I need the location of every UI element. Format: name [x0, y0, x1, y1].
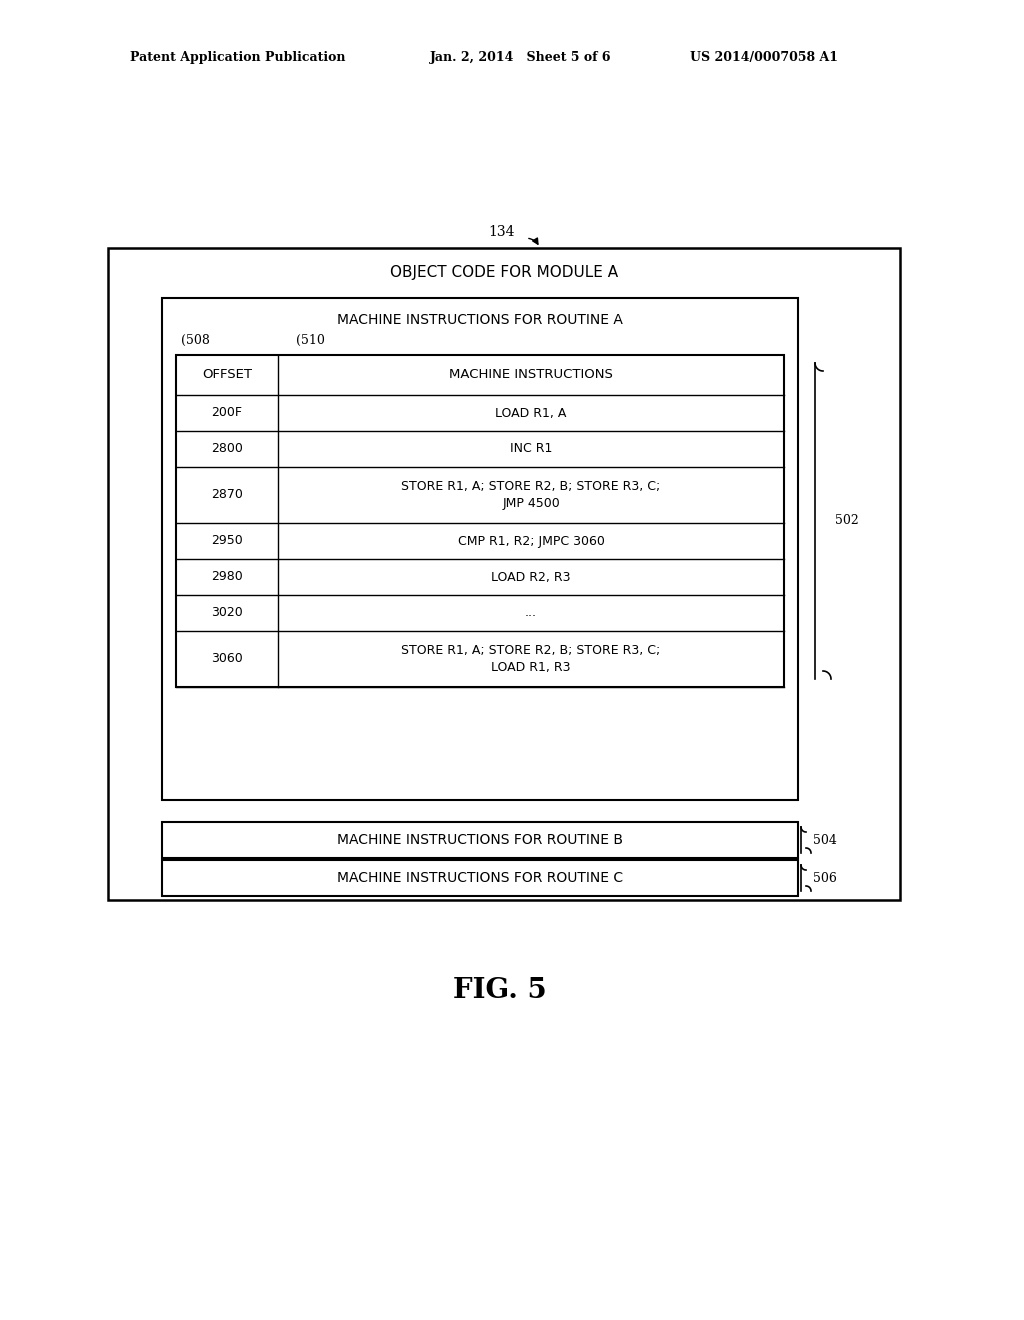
Text: MACHINE INSTRUCTIONS FOR ROUTINE A: MACHINE INSTRUCTIONS FOR ROUTINE A — [337, 313, 623, 327]
Text: MACHINE INSTRUCTIONS FOR ROUTINE C: MACHINE INSTRUCTIONS FOR ROUTINE C — [337, 871, 623, 884]
Text: OBJECT CODE FOR MODULE A: OBJECT CODE FOR MODULE A — [390, 264, 618, 280]
Text: 134: 134 — [488, 224, 515, 239]
Text: Patent Application Publication: Patent Application Publication — [130, 51, 345, 65]
Bar — [176, 355, 784, 686]
Text: 3060: 3060 — [211, 652, 243, 665]
Text: ...: ... — [525, 606, 537, 619]
Text: STORE R1, A; STORE R2, B; STORE R3, C;
JMP 4500: STORE R1, A; STORE R2, B; STORE R3, C; J… — [401, 480, 660, 510]
Text: 2950: 2950 — [211, 535, 243, 548]
Text: Jan. 2, 2014   Sheet 5 of 6: Jan. 2, 2014 Sheet 5 of 6 — [430, 51, 611, 65]
Text: 504: 504 — [813, 833, 837, 846]
Bar — [162, 298, 798, 800]
Text: (510: (510 — [296, 334, 325, 346]
Text: FIG. 5: FIG. 5 — [454, 977, 547, 1003]
Text: 502: 502 — [835, 515, 859, 528]
Text: US 2014/0007058 A1: US 2014/0007058 A1 — [690, 51, 838, 65]
Text: CMP R1, R2; JMPC 3060: CMP R1, R2; JMPC 3060 — [458, 535, 604, 548]
Text: LOAD R2, R3: LOAD R2, R3 — [492, 570, 570, 583]
Bar — [162, 861, 798, 896]
Text: 2980: 2980 — [211, 570, 243, 583]
Text: 3020: 3020 — [211, 606, 243, 619]
Bar — [162, 822, 798, 858]
Text: 506: 506 — [813, 871, 837, 884]
Text: 2800: 2800 — [211, 442, 243, 455]
Text: (508: (508 — [181, 334, 210, 346]
Text: STORE R1, A; STORE R2, B; STORE R3, C;
LOAD R1, R3: STORE R1, A; STORE R2, B; STORE R3, C; L… — [401, 644, 660, 675]
Text: LOAD R1, A: LOAD R1, A — [496, 407, 566, 420]
Text: OFFSET: OFFSET — [202, 368, 252, 381]
Bar — [108, 248, 900, 900]
Text: MACHINE INSTRUCTIONS FOR ROUTINE B: MACHINE INSTRUCTIONS FOR ROUTINE B — [337, 833, 623, 847]
Text: 2870: 2870 — [211, 488, 243, 502]
Text: INC R1: INC R1 — [510, 442, 552, 455]
Text: MACHINE INSTRUCTIONS: MACHINE INSTRUCTIONS — [450, 368, 613, 381]
Text: 200F: 200F — [212, 407, 243, 420]
